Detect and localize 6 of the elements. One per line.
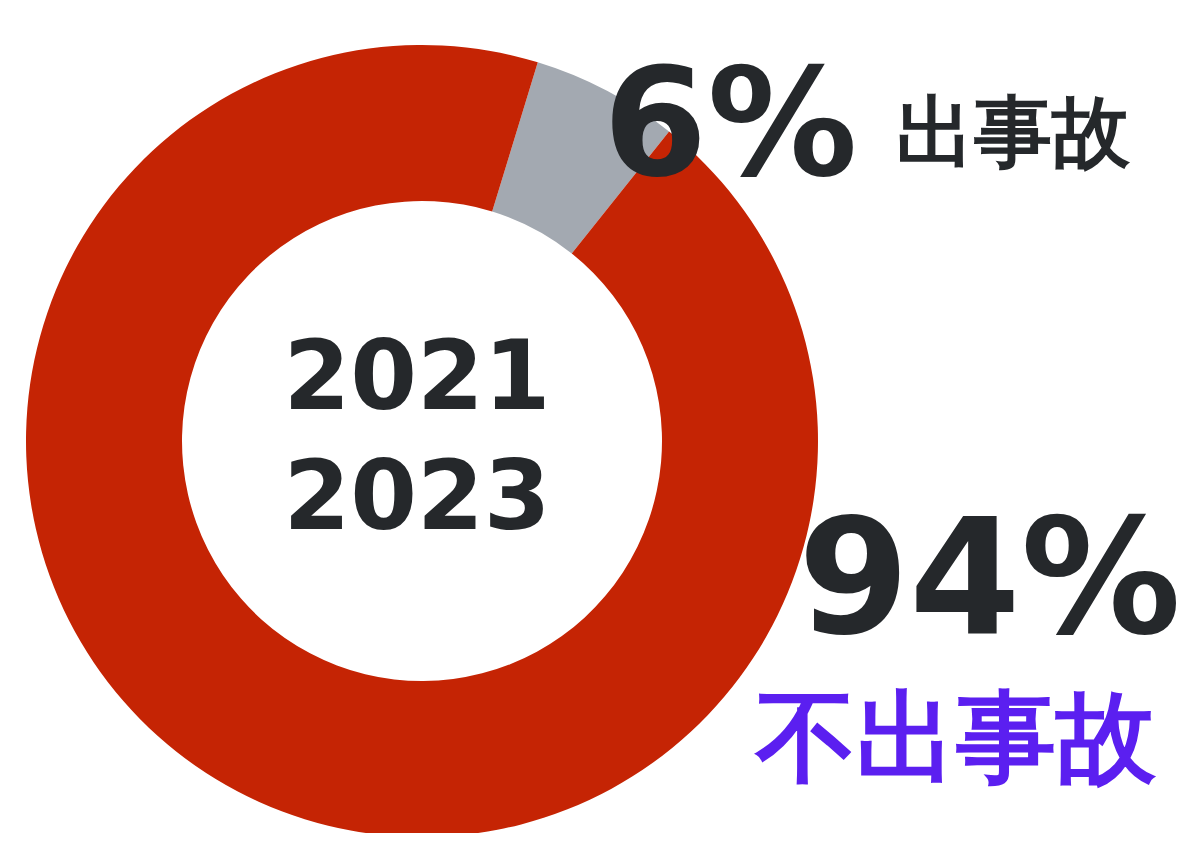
slice-label: 不出事故 xyxy=(756,679,1156,796)
text: 2023 xyxy=(282,440,552,552)
data-label: 6% xyxy=(603,36,858,210)
data-label: 94% xyxy=(798,484,1181,671)
slice-label: 出事故 xyxy=(896,87,1130,177)
text: 2021 xyxy=(282,320,552,432)
